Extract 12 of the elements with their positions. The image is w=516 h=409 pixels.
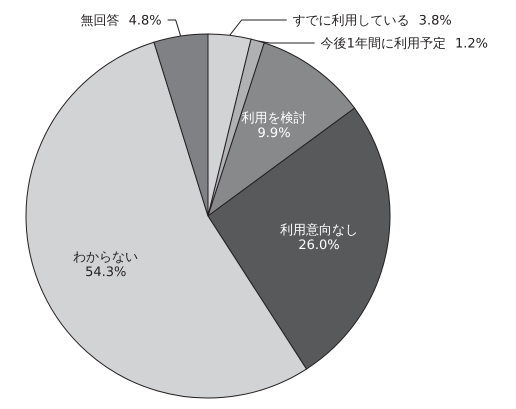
data-label: 3.8%	[418, 14, 452, 29]
data-label: 9.9%	[258, 126, 291, 141]
slice-label: 利用意向なし	[280, 222, 358, 238]
data-label: 54.3%	[85, 265, 126, 280]
data-label: 4.8%	[128, 14, 162, 29]
slice-label: 無回答	[80, 14, 120, 29]
slice-label: 今後1年間に利用予定	[320, 36, 446, 52]
data-label: 1.2%	[454, 36, 488, 52]
data-label: 26.0%	[298, 238, 340, 253]
slice-label: すでに利用している	[292, 14, 410, 29]
slice-label: わからない	[73, 250, 138, 266]
slice-label: 利用を検討	[242, 110, 307, 126]
